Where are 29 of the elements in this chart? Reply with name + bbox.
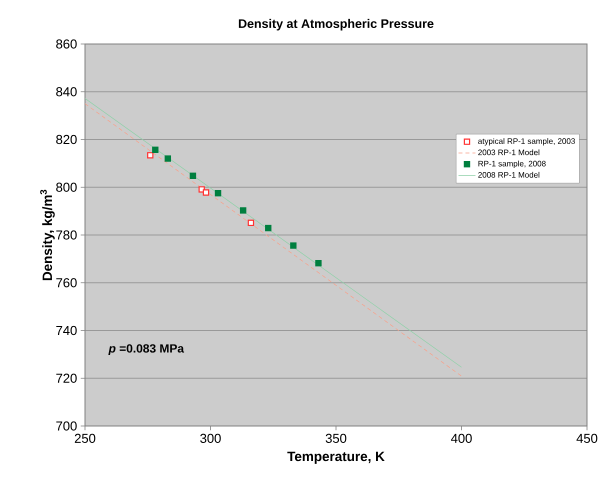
point [147, 152, 154, 158]
y-tick-label: 860 [56, 39, 77, 49]
annotation: p =0.083 MPa [108, 344, 184, 356]
y-tick-label: 840 [56, 87, 77, 96]
x-tick-label: 450 [576, 434, 598, 443]
chart-title: Density at Atmospheric Pressure [238, 18, 434, 30]
point [240, 207, 246, 214]
y-axis-title: Density, kg/m$^{3}$ [40, 190, 55, 280]
y-tick-label: 700 [56, 421, 77, 431]
x-tick-label: 300 [200, 434, 221, 443]
y-tick-label: 800 [56, 182, 77, 192]
y-tick-label: 780 [56, 230, 77, 240]
y-tick-label: 820 [56, 134, 77, 144]
x-tick-label: 250 [74, 434, 96, 443]
y-tick-label: 760 [56, 278, 77, 288]
x-tick-label: 400 [450, 434, 472, 443]
y-tick-label: 740 [56, 326, 77, 336]
point [248, 220, 254, 226]
x-axis-title: Temperature, K [287, 452, 385, 464]
point [290, 242, 297, 249]
point [164, 155, 172, 162]
x-tick-label: 350 [326, 434, 346, 443]
point [152, 146, 158, 153]
point [265, 224, 272, 232]
point [202, 189, 210, 196]
point [214, 190, 222, 196]
y-tick-label: 720 [56, 374, 77, 383]
point [190, 172, 196, 179]
point [315, 260, 322, 266]
